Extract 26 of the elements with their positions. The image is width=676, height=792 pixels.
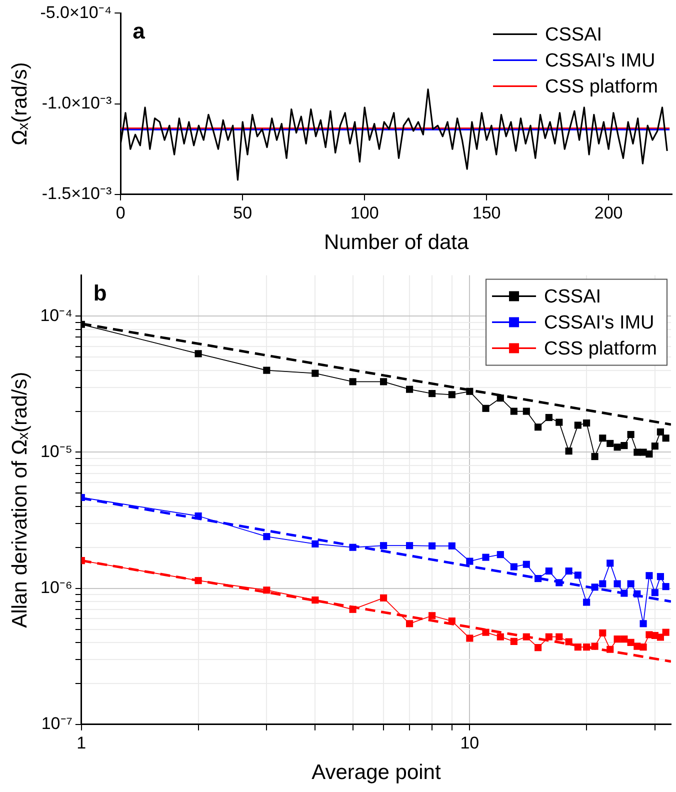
x-axis-title: Number of data <box>324 231 470 254</box>
x-tick-label: 100 <box>350 203 379 222</box>
y-tick-label: -1.0×10⁻³ <box>42 93 112 112</box>
legend-label: CSSAI's IMU <box>545 50 656 72</box>
y-axis-title: Allan derivation of Ωₓ(rad/s) <box>8 372 32 628</box>
y-tick-label: 10⁻⁶ <box>40 578 72 598</box>
x-tick-label: 150 <box>472 203 501 222</box>
y-tick-label: 10⁻⁷ <box>41 714 72 734</box>
y-tick-label: -5.0×10⁻⁴ <box>40 2 112 22</box>
x-tick-label: 1 <box>76 733 86 752</box>
legend-label: CSSAI <box>544 286 602 308</box>
x-tick-label: 200 <box>594 203 623 222</box>
legend-label: CSS platform <box>545 76 658 98</box>
legend-label: CSS platform <box>544 338 658 360</box>
x-axis-title: Average point <box>312 761 441 784</box>
y-axis-title: Ωₓ(rad/s) <box>8 62 32 146</box>
x-tick-label: 0 <box>116 203 126 222</box>
x-tick-label: 50 <box>233 203 252 222</box>
legend-label: CSSAI <box>545 24 602 46</box>
legend-label: CSSAI's IMU <box>544 312 654 334</box>
annotation: b <box>93 280 107 306</box>
y-tick-label: 10⁻⁵ <box>40 442 72 461</box>
annotation: a <box>132 18 146 44</box>
x-tick-label: 10 <box>460 733 480 752</box>
y-tick-label: -1.5×10⁻³ <box>42 184 112 204</box>
y-tick-label: 10⁻⁴ <box>40 306 72 325</box>
